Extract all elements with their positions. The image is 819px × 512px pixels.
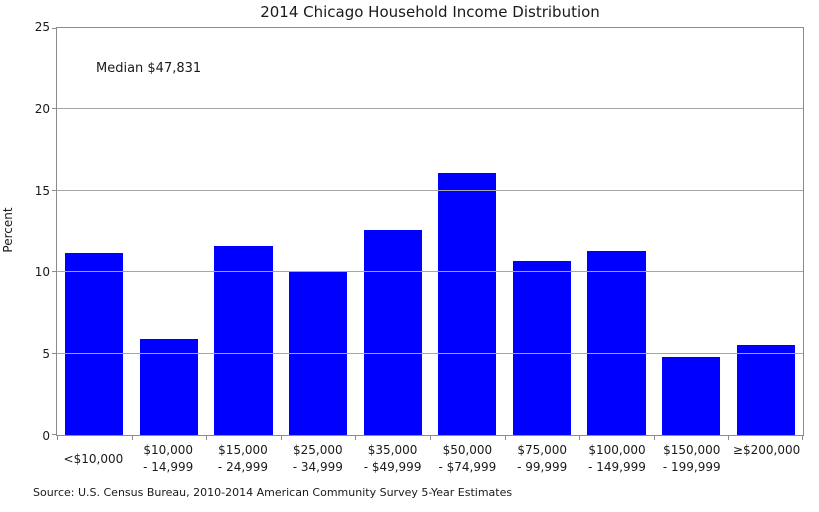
median-annotation: Median $47,831 <box>96 61 202 76</box>
x-tick-mark <box>653 435 655 440</box>
bar <box>214 246 273 435</box>
bar-slot <box>206 28 281 435</box>
source-note: Source: U.S. Census Bureau, 2010-2014 Am… <box>33 486 513 499</box>
y-tick-label: 25 <box>34 20 50 34</box>
gridline <box>57 189 803 191</box>
bar-slot <box>728 28 803 435</box>
bar <box>438 172 497 435</box>
x-tick-label: $25,000- 34,999 <box>292 443 343 474</box>
bar-slot <box>57 28 132 435</box>
y-tick-mark <box>52 352 57 354</box>
gridline <box>57 108 803 110</box>
x-tick-label: $150,000- 199,999 <box>662 443 721 474</box>
y-tick-label: 20 <box>34 101 50 116</box>
y-tick-mark <box>52 434 57 435</box>
bar <box>587 251 646 435</box>
x-tick-mark <box>355 435 357 440</box>
y-tick-mark <box>52 108 57 110</box>
x-tick-mark <box>280 435 282 440</box>
x-tick-label: $15,000- 24,999 <box>217 443 269 474</box>
x-tick-mark <box>728 435 730 440</box>
gridline <box>57 352 803 354</box>
x-tick-label: $100,000- 149,999 <box>588 443 646 474</box>
bar <box>65 252 124 435</box>
x-tick-label: $50,000- $74,999 <box>438 443 497 474</box>
x-tick-label: ≥$200,000 <box>732 443 801 457</box>
x-tick-label: $75,000- 99,999 <box>517 443 568 474</box>
bar-slot <box>579 28 654 435</box>
bar-slot <box>132 28 207 435</box>
x-tick-label: $35,000- $49,999 <box>363 443 422 474</box>
gridline <box>57 271 803 273</box>
x-tick-mark <box>57 435 58 440</box>
x-axis-tick-labels: <$10,000 $10,000- 14,999 $15,000- 24,999 $2… <box>56 442 804 476</box>
x-tick-mark <box>430 435 431 440</box>
bar <box>139 338 198 435</box>
x-tick-mark <box>802 435 803 440</box>
bar <box>363 229 422 435</box>
chart-title: 2014 Chicago Household Income Distributi… <box>260 3 600 21</box>
y-tick-mark <box>52 189 57 191</box>
x-tick-mark <box>579 435 581 440</box>
x-tick-mark <box>504 435 506 440</box>
y-tick-mark <box>52 28 57 29</box>
y-tick-mark <box>52 271 57 273</box>
bar-slot <box>355 28 430 435</box>
bar-slot <box>430 28 505 435</box>
y-tick-label: 15 <box>34 183 50 198</box>
bar-series <box>57 28 803 435</box>
bar-slot <box>281 28 356 435</box>
bar <box>661 356 721 435</box>
bar <box>512 260 571 435</box>
bar-slot <box>505 28 580 435</box>
y-tick-label: 0 <box>42 429 50 443</box>
bar <box>736 345 795 435</box>
x-tick-label: <$10,000 <box>63 452 124 466</box>
x-tick-mark <box>206 435 208 440</box>
plot-area: Median $47,831 <box>52 27 804 440</box>
x-tick-label: $10,000- 14,999 <box>143 443 194 474</box>
bar-slot <box>654 28 729 435</box>
y-tick-label: 10 <box>34 265 50 280</box>
x-tick-mark <box>131 435 133 440</box>
y-tick-label: 5 <box>42 347 50 362</box>
